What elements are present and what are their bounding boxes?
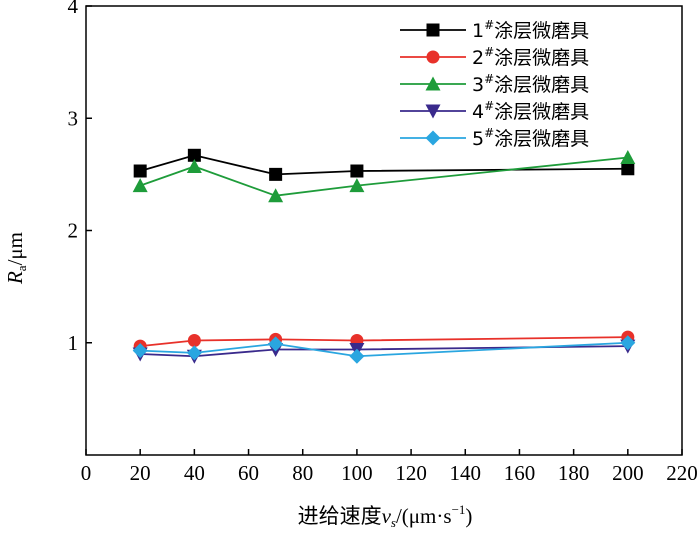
plot-border xyxy=(85,5,683,456)
legend-item-2: 2#涂层微磨具 xyxy=(400,45,589,69)
x-axis-title: 进给速度vs/(μm·s−1) xyxy=(298,502,473,530)
legend-label: 5#涂层微磨具 xyxy=(472,126,589,150)
data-point xyxy=(132,343,148,359)
legend-item-1: 1#涂层微磨具 xyxy=(400,18,589,42)
x-axis: 0 20 40 60 80 100 120 140 160 180 200 220 xyxy=(81,449,698,485)
legend-swatch-marker xyxy=(425,104,441,119)
legend-label: 3#涂层微磨具 xyxy=(472,72,589,96)
x-tick-label: 40 xyxy=(184,461,205,485)
legend-swatch-marker xyxy=(426,50,440,64)
y-axis: 1 2 3 4 xyxy=(68,0,92,355)
legend-label: 4#涂层微磨具 xyxy=(472,99,589,123)
legend-swatch-marker xyxy=(425,130,441,146)
y-tick-label: 2 xyxy=(68,219,79,243)
x-tick-label: 80 xyxy=(292,461,313,485)
x-tick-label: 60 xyxy=(238,461,259,485)
y-tick-label: 3 xyxy=(68,106,79,130)
data-point xyxy=(620,335,636,351)
data-point xyxy=(186,159,202,174)
data-point xyxy=(349,348,365,364)
data-point xyxy=(269,167,283,181)
legend-swatch-marker xyxy=(425,76,441,91)
series-5 xyxy=(132,335,636,364)
data-point xyxy=(132,178,148,193)
legend-item-5: 5#涂层微磨具 xyxy=(400,126,589,150)
data-point xyxy=(186,345,202,361)
legend-swatch-marker xyxy=(426,23,440,37)
y-tick-label: 4 xyxy=(68,0,79,18)
data-point xyxy=(268,336,284,352)
series-line xyxy=(140,336,628,348)
x-tick-label: 120 xyxy=(395,461,427,485)
plot-frame xyxy=(85,5,683,456)
legend-item-4: 4#涂层微磨具 xyxy=(400,99,589,123)
x-tick-label: 220 xyxy=(666,461,698,485)
x-tick-label: 140 xyxy=(450,461,482,485)
x-tick-label: 0 xyxy=(81,461,92,485)
legend: 1#涂层微磨具 2#涂层微磨具 3#涂层微磨具 4#涂层微磨具 5#涂层微磨具 xyxy=(400,18,589,150)
x-tick-label: 100 xyxy=(341,461,373,485)
series-1 xyxy=(133,148,635,181)
data-point xyxy=(621,162,635,176)
data-point xyxy=(349,178,365,193)
x-tick-label: 20 xyxy=(130,461,151,485)
data-point xyxy=(268,188,284,203)
data-point xyxy=(133,164,147,178)
x-tick-label: 160 xyxy=(504,461,536,485)
legend-label: 2#涂层微磨具 xyxy=(472,45,589,69)
x-tick-label: 200 xyxy=(612,461,644,485)
data-point xyxy=(187,334,201,348)
data-point xyxy=(350,164,364,178)
legend-item-3: 3#涂层微磨具 xyxy=(400,72,589,96)
legend-label: 1#涂层微磨具 xyxy=(472,18,589,42)
series-line xyxy=(139,156,628,197)
series-layer xyxy=(132,148,636,364)
y-tick-label: 1 xyxy=(68,331,79,355)
data-point xyxy=(187,148,201,162)
data-point xyxy=(620,150,636,165)
x-tick-label: 180 xyxy=(558,461,590,485)
series-3 xyxy=(132,150,636,203)
y-axis-title: Ra/μm xyxy=(3,232,29,285)
